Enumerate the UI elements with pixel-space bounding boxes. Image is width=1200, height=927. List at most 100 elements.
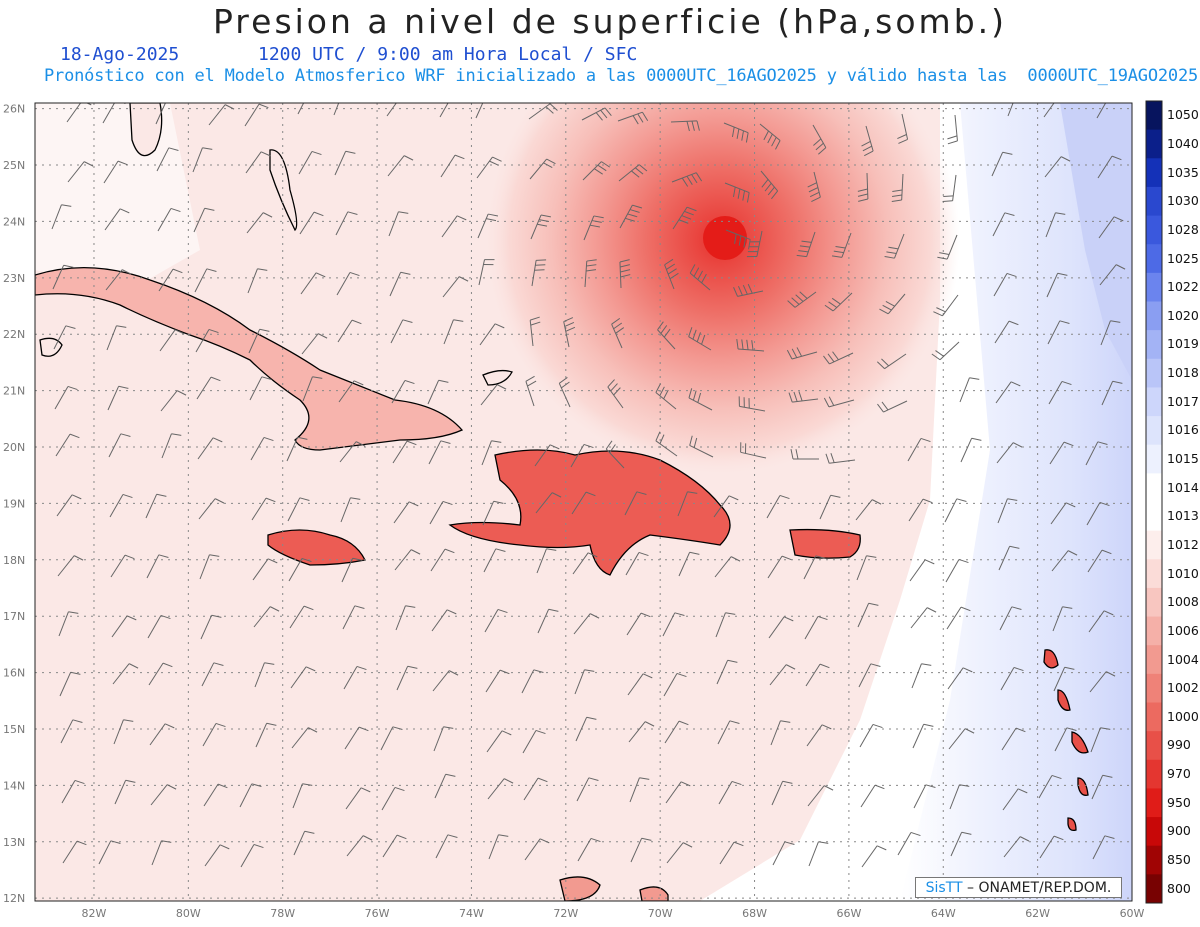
wind-barb-feather (1103, 610, 1114, 616)
wind-barb-feather (830, 494, 841, 498)
pressure-field-high (900, 103, 1132, 901)
wind-barb-feather (549, 103, 558, 111)
wind-barb-feather (158, 554, 169, 558)
wind-barb-feather (640, 612, 651, 618)
wind-barb (1098, 216, 1115, 239)
wind-barb-feather (489, 160, 499, 166)
forecast-info: Pronóstico con el Modelo Atmosferico WRF… (44, 66, 1199, 86)
credit-box: SisTT – ONAMET/REP.DOM. (915, 877, 1122, 898)
wind-barb-feather (202, 147, 213, 150)
wind-barb (1090, 727, 1101, 753)
lat-label: 24N (3, 215, 25, 228)
wind-barb-feather (299, 497, 310, 501)
wind-barb (1085, 441, 1099, 466)
wind-barb (856, 555, 867, 581)
wind-barb (293, 831, 306, 856)
colorbar-label: 1014 (1167, 479, 1199, 495)
wind-barb (883, 400, 908, 413)
wind-barb (829, 352, 854, 365)
wind-barb (66, 103, 82, 123)
wind-barb-feather (301, 557, 312, 563)
wind-barb-feather (771, 137, 777, 147)
wind-barb (244, 103, 260, 127)
wind-barb (389, 272, 402, 297)
wind-barb (858, 663, 872, 688)
lon-label: 78W (270, 907, 295, 920)
wind-barb-feather (76, 840, 87, 846)
colorbar-swatch (1146, 330, 1162, 360)
wind-barb (147, 615, 162, 639)
wind-barb-feather (495, 548, 506, 552)
wind-barb-feather (689, 551, 700, 555)
colorbar-swatch (1146, 272, 1162, 302)
wind-barb-feather (1002, 151, 1013, 155)
wind-barb-feather (212, 437, 223, 443)
wind-barb-feather (585, 491, 596, 497)
guadeloupe (1043, 649, 1059, 669)
wind-barb (343, 666, 358, 690)
wind-barb-feather (632, 204, 643, 209)
colorbar-label: 850 (1167, 852, 1191, 868)
wind-barb (528, 103, 551, 120)
wind-barb-feather (224, 104, 235, 110)
wind-barb (523, 777, 539, 801)
wind-barb-feather (746, 192, 750, 203)
wind-barb (104, 208, 121, 231)
wind-barb (148, 662, 164, 686)
wind-barb-feather (795, 294, 804, 302)
wind-barb (145, 494, 158, 519)
wind-barb (337, 319, 353, 343)
wind-barb (156, 147, 170, 172)
wind-barb (1000, 667, 1015, 691)
wind-barb (380, 726, 394, 751)
wind-barb (665, 781, 682, 804)
colorbar-label: 970 (1167, 766, 1191, 782)
wind-barb-feather (394, 786, 405, 792)
wind-barb-feather (219, 844, 230, 850)
wind-barb (857, 603, 870, 628)
lat-label: 21N (3, 385, 25, 398)
wind-barb-feather (487, 94, 497, 96)
wind-barb (340, 497, 351, 523)
wind-barb-feather (121, 269, 132, 275)
wind-barb (582, 161, 602, 181)
wind-barb (909, 559, 926, 582)
wind-barb (300, 272, 317, 295)
wind-barb (655, 392, 677, 410)
wind-barb (861, 845, 878, 868)
wind-barb-feather (663, 328, 671, 338)
wind-barb-feather (892, 189, 903, 193)
wind-barb (897, 832, 912, 856)
wind-barb (344, 726, 360, 750)
wind-barb-feather (257, 268, 268, 271)
wind-barb (993, 273, 1008, 297)
wind-barb (664, 720, 680, 744)
wind-barb (255, 723, 268, 748)
wind-barb-feather (588, 777, 599, 781)
wind-barb-feather (818, 147, 827, 155)
wind-barb (487, 778, 505, 800)
wind-barb-feather (680, 781, 691, 787)
colorbar-swatch (1146, 559, 1162, 589)
wind-barb (740, 451, 767, 459)
wind-barb (1091, 775, 1104, 800)
wind-barb-feather (823, 355, 830, 365)
wind-barb-feather (695, 172, 703, 182)
colorbar-label: 1008 (1167, 594, 1199, 610)
wind-barb (996, 442, 1014, 464)
wind-barb-feather (942, 200, 953, 203)
wind-barb-feather (594, 168, 603, 175)
wind-barb-feather (638, 164, 648, 172)
wind-barb (301, 333, 319, 355)
wind-barb (946, 234, 958, 260)
wind-barb-feather (745, 132, 749, 143)
wind-barb (689, 272, 711, 291)
wind-barb-feather (600, 109, 608, 119)
wind-barb-feather (692, 390, 697, 401)
wind-barb-feather (725, 612, 736, 615)
wind-barb-feather (589, 613, 600, 619)
wind-barb (1088, 610, 1105, 633)
wind-barb (202, 723, 217, 747)
aruba-curacao (639, 886, 669, 901)
plot-frame (34, 102, 1133, 902)
